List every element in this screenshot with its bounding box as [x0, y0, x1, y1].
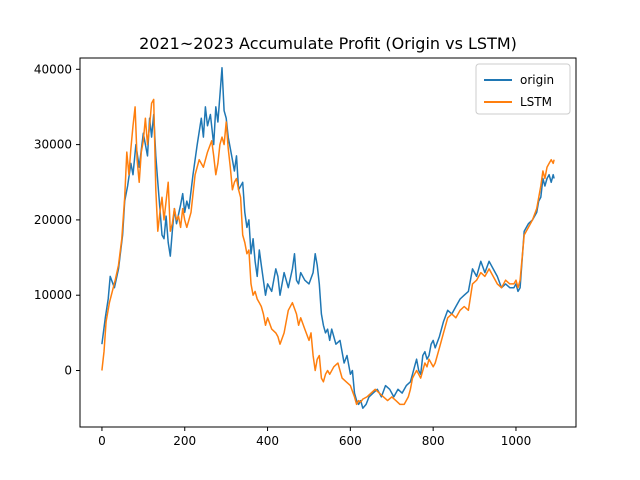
- x-tick-label: 800: [422, 434, 445, 448]
- legend: origin LSTM: [475, 63, 571, 115]
- x-tick-label: 400: [256, 434, 279, 448]
- legend-label-lstm: LSTM: [520, 95, 552, 109]
- x-tick-label: 600: [339, 434, 362, 448]
- legend-label-origin: origin: [520, 73, 554, 87]
- y-tick-label: 10000: [34, 288, 72, 302]
- plot-frame: [79, 57, 577, 428]
- chart-title: 2021~2023 Accumulate Profit (Origin vs L…: [139, 34, 517, 53]
- y-tick-label: 40000: [34, 62, 72, 76]
- y-tick-label: 0: [64, 364, 72, 378]
- series-layer: [101, 67, 555, 409]
- y-tick-label: 30000: [34, 138, 72, 152]
- x-tick-label: 200: [173, 434, 196, 448]
- x-tick-label: 0: [98, 434, 106, 448]
- y-tick-label: 20000: [34, 213, 72, 227]
- series-line-lstm: [101, 98, 555, 406]
- x-tick-label: 1000: [501, 434, 532, 448]
- plot-area: [80, 58, 576, 427]
